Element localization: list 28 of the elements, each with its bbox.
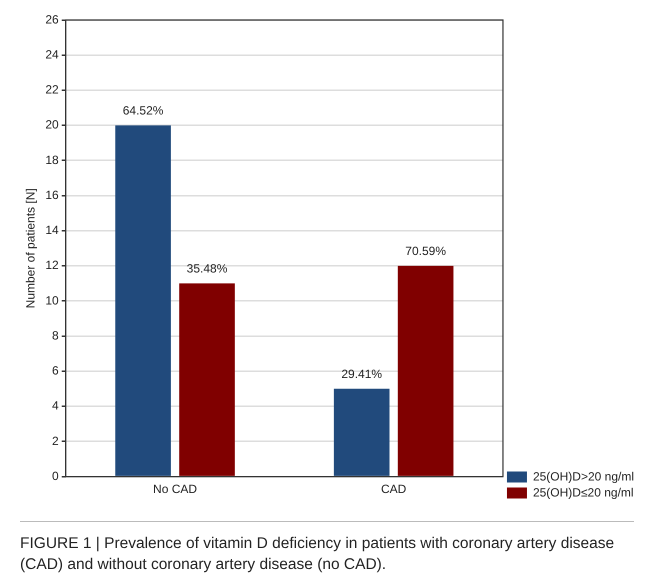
bar xyxy=(115,125,171,476)
y-tick-label: 22 xyxy=(45,82,60,97)
y-tick-label: 8 xyxy=(52,328,60,342)
y-tick-label: 12 xyxy=(45,258,60,272)
y-tick-label: 6 xyxy=(52,364,60,378)
y-tick-label: 2 xyxy=(52,434,60,448)
y-tick-label: 24 xyxy=(45,47,60,62)
y-tick-label: 16 xyxy=(45,188,60,202)
annotation: 64.52% xyxy=(122,104,164,118)
bar xyxy=(179,283,235,476)
y-tick-label: 20 xyxy=(45,118,60,132)
y-tick-label: 0 xyxy=(52,468,60,483)
annotation: 70.59% xyxy=(405,244,446,258)
y-tick-label: 26 xyxy=(45,12,60,26)
bar xyxy=(334,388,390,476)
y-tick-label: 18 xyxy=(45,152,60,167)
y-tick-label: 14 xyxy=(45,223,60,238)
legend-label: 25(OH)D>20 ng/ml xyxy=(532,469,634,484)
legend-label: 25(OH)D≤20 ng/ml xyxy=(532,485,634,500)
x-tick-label: No CAD xyxy=(153,482,198,496)
y-tick-label: 10 xyxy=(45,293,60,308)
caption: FIGURE 1 | Prevalence of vitamin D deficiency in patients with coronary artery disease (CAD) and without coronary artery disease (no CAD). xyxy=(20,534,616,575)
annotation: 29.41% xyxy=(341,367,382,382)
x-tick-label: CAD xyxy=(380,482,407,496)
annotation: 35.48% xyxy=(186,262,228,276)
y-axis-title: Number of patients [N] xyxy=(24,188,38,308)
bar xyxy=(398,266,454,476)
y-tick-label: 4 xyxy=(52,398,60,413)
